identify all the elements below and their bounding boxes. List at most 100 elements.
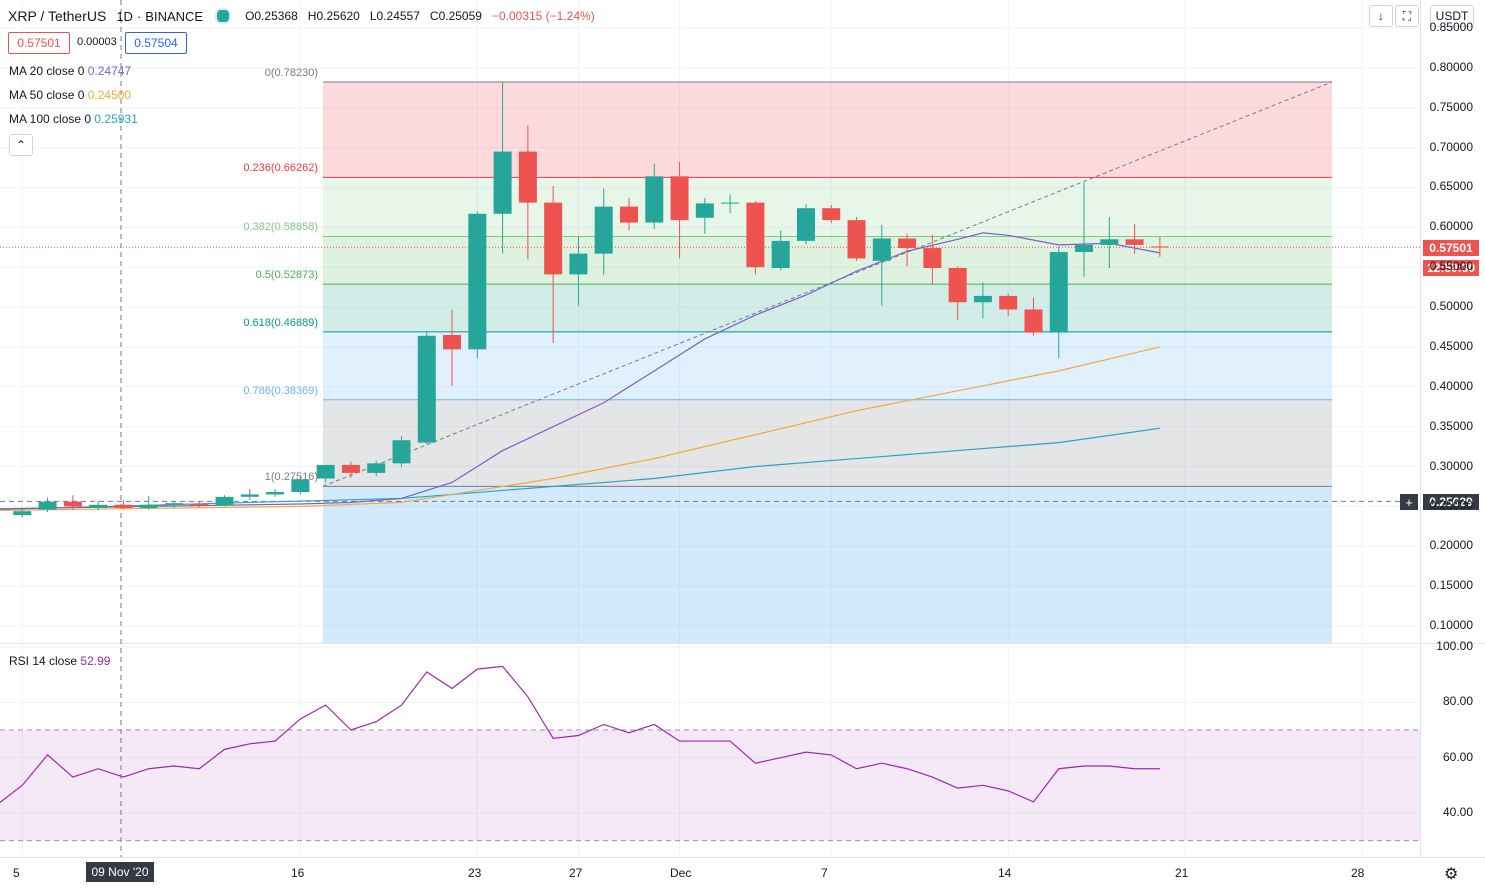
price-tick-label: 0.30000: [1429, 458, 1473, 473]
ma20-legend[interactable]: MA 20 close 0 0.24747: [9, 64, 132, 78]
candle-body: [1100, 239, 1119, 245]
ma100-line: [0, 427, 1160, 511]
spread-label: 0.00003: [77, 36, 117, 48]
price-tick-label: 0.15000: [1429, 578, 1473, 593]
add-plus-icon[interactable]: +: [1400, 494, 1418, 510]
time-tick-label: 28: [1351, 866, 1365, 880]
candle-body: [670, 176, 689, 221]
time-tick-label: 5: [13, 866, 20, 880]
ma50-legend[interactable]: MA 50 close 0 0.24500: [9, 88, 132, 102]
fib-zone: [323, 81, 1332, 178]
candle-body: [63, 501, 82, 507]
candle-body: [544, 202, 563, 275]
candle-body: [341, 464, 360, 473]
candle-body: [38, 501, 57, 510]
ohlc-close: C0.25059: [429, 9, 482, 23]
bid-button[interactable]: 0.57501: [8, 32, 70, 54]
price-tick-label: 0.55000: [1429, 259, 1473, 274]
candle-body: [822, 208, 841, 221]
fib-zone: [323, 486, 1332, 643]
fib-zone: [323, 331, 1332, 400]
fib-level-label: 0.5(0.52873): [255, 269, 318, 282]
candle-body: [518, 151, 537, 203]
time-tick-label: 27: [569, 866, 583, 880]
price-tick-label: 0.65000: [1429, 179, 1473, 194]
price-tick-label: 0.70000: [1429, 139, 1473, 154]
fib-zone: [323, 236, 1332, 285]
fib-zone: [323, 284, 1332, 332]
candle-body: [266, 492, 285, 495]
candle-body: [999, 295, 1018, 310]
interval-label[interactable]: 1D: [116, 8, 133, 24]
currency-selector[interactable]: USDT: [1430, 5, 1474, 27]
candle-body: [164, 503, 183, 505]
candle-body: [1150, 246, 1169, 248]
candle-body: [291, 479, 310, 493]
rsi-tick-label: 100.00: [1436, 639, 1473, 653]
candle-body: [569, 253, 588, 275]
fib-trend-line: [322, 81, 1333, 487]
candle-body: [316, 464, 335, 479]
fib-level-label: 0.236(0.66262): [243, 162, 318, 175]
price-tick-label: 0.40000: [1429, 378, 1473, 393]
candle-body: [923, 248, 942, 268]
fib-level-label: 1(0.27516): [264, 471, 318, 484]
fullscreen-icon: ⛶: [1402, 8, 1412, 23]
candle-body: [1075, 244, 1094, 253]
rsi-tick-label: 80.00: [1442, 694, 1473, 709]
candle-body: [367, 463, 386, 473]
ohlc-low: L0.24557: [369, 9, 420, 23]
candle-body: [114, 504, 133, 508]
candle-body: [139, 504, 158, 508]
price-tick-label: 0.10000: [1429, 618, 1473, 632]
ohlc-open: O0.25368: [245, 9, 298, 23]
time-tick-label: 14: [998, 866, 1012, 880]
collapse-legend-button[interactable]: ⌃: [9, 134, 33, 156]
market-open-icon: [215, 8, 232, 24]
candle-body: [771, 240, 790, 268]
ma20-line: [0, 232, 1160, 510]
fib-zone: [323, 177, 1332, 237]
chart-header: XRP / TetherUS 1D · BINANCE O0.25368 H0.…: [8, 8, 595, 24]
time-tick-label: Dec: [670, 866, 692, 880]
chevron-up-icon: ⌃: [15, 138, 27, 152]
candle-body: [746, 202, 765, 268]
ask-button[interactable]: 0.57504: [125, 32, 187, 54]
candle-body: [1024, 309, 1043, 333]
price-tick-label: 0.75000: [1429, 99, 1473, 114]
fib-level-label: 0.382(0.58858): [243, 221, 318, 234]
candle-body: [392, 440, 411, 464]
time-tick-label: 23: [468, 866, 482, 880]
price-tick-label: 0.85000: [1429, 20, 1473, 34]
ohlc-change: −0.00315 (−1.24%): [491, 9, 595, 23]
candle-body: [1125, 239, 1144, 245]
candle-body: [215, 496, 234, 506]
candle-body: [872, 238, 891, 261]
symbol-title[interactable]: XRP / TetherUS: [8, 8, 107, 24]
candle-body: [594, 206, 613, 254]
rsi-band: [0, 730, 1420, 841]
candle-body: [898, 238, 917, 249]
fib-level-label: 0.618(0.46889): [243, 316, 318, 329]
price-tick-label: 0.45000: [1429, 338, 1473, 353]
candle-body: [468, 213, 487, 350]
price-tick-label: 0.60000: [1429, 219, 1473, 234]
download-button[interactable]: ↓: [1369, 5, 1393, 27]
fullscreen-button[interactable]: ⛶: [1395, 5, 1419, 27]
exchange-label: BINANCE: [145, 8, 204, 24]
candle-body: [1049, 252, 1068, 333]
gear-icon[interactable]: ⚙: [1444, 866, 1459, 883]
price-tick-label: 0.25000: [1429, 498, 1473, 513]
candle-body: [443, 334, 462, 350]
time-tick-label: 7: [821, 866, 828, 880]
candle-body: [948, 267, 967, 303]
rsi-legend[interactable]: RSI 14 close 52.99: [9, 654, 111, 668]
time-tick-label: 16: [291, 866, 305, 880]
crosshair-price-tag: 0.25629: [1423, 494, 1479, 510]
candle-body: [190, 504, 209, 506]
ma100-legend[interactable]: MA 100 close 0 0.25931: [9, 112, 138, 126]
rsi-tick-label: 60.00: [1442, 749, 1473, 764]
price-tick-label: 0.80000: [1429, 59, 1473, 74]
price-tick-label: 0.50000: [1429, 299, 1473, 314]
